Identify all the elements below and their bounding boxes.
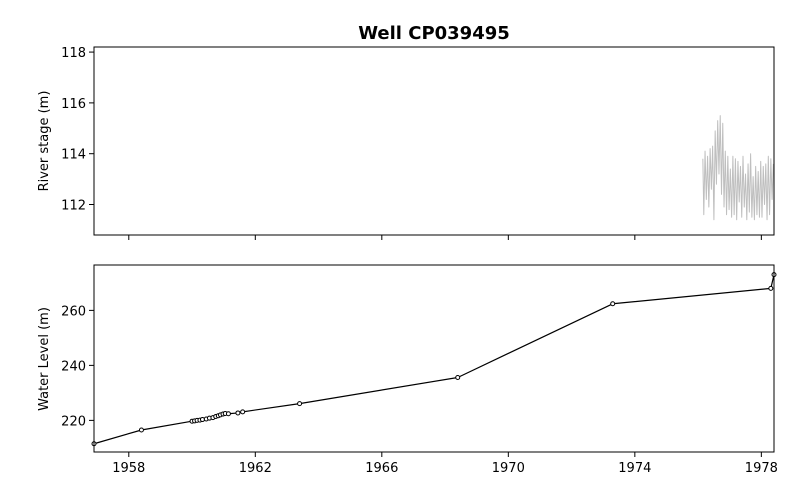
water-level-ylabel: Water Level (m) [37,307,52,411]
river-stage-ytick-label: 114 [61,148,86,163]
water-level-data-point [297,401,303,407]
water-level-xtick-label: 1970 [492,461,525,476]
water-level-data-point [768,285,774,291]
river-stage-ytick-label: 116 [61,97,86,112]
water-level-xtick-label: 1958 [112,461,145,476]
water-level-xtick-label: 1966 [365,461,398,476]
water-level-ytick-label: 260 [61,304,86,319]
water-level-xtick-label: 1974 [618,461,651,476]
river-stage-ylabel: River stage (m) [37,91,52,192]
water-level-xtick-label: 1962 [239,461,272,476]
river-stage-plot-area [702,115,774,221]
river-stage-panel: River stage (m) 112 114 116 118 [37,46,775,240]
river-stage-series-line [702,115,774,221]
water-level-ytick-label: 240 [61,359,86,374]
chart-title: Well CP039495 [358,23,510,44]
water-level-axis-ticks: 220 240 260 1958 1962 1966 1970 1974 1978 [61,304,778,476]
river-stage-plot-frame [93,46,775,236]
water-level-panel: Water Level (m) 220 240 260 1958 1962 1966 197… [37,264,778,476]
water-level-xtick-label: 1978 [745,461,778,476]
river-stage-ytick-label: 118 [61,46,86,61]
river-stage-axis-ticks: 112 114 116 118 [61,46,762,240]
water-level-data-point [235,410,241,416]
water-level-plot-frame [93,264,775,453]
water-level-ytick-label: 220 [61,414,86,429]
water-level-data-point [455,374,461,380]
water-level-data-point [610,301,616,307]
water-level-data-point [225,411,231,417]
water-level-data-point [138,427,144,433]
water-level-plot-area [91,272,777,447]
river-stage-ytick-label: 112 [61,199,86,214]
water-level-data-point [240,409,246,415]
